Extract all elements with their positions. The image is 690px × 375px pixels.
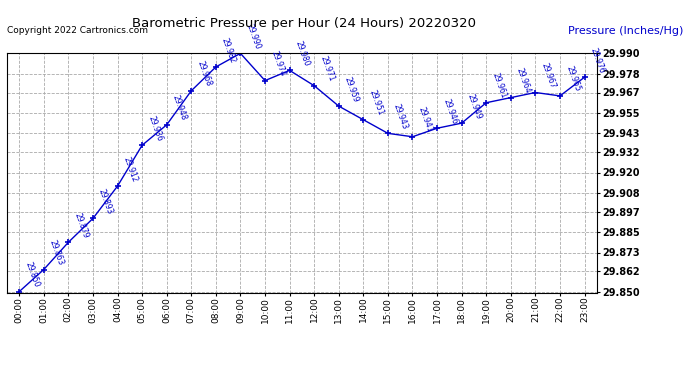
Text: 29.912: 29.912 — [121, 156, 139, 183]
Text: 29.982: 29.982 — [220, 36, 237, 64]
Text: 29.943: 29.943 — [392, 102, 410, 130]
Text: 29.974: 29.974 — [269, 50, 287, 78]
Text: 29.971: 29.971 — [318, 55, 336, 83]
Text: 29.936: 29.936 — [146, 114, 164, 142]
Text: 29.976: 29.976 — [589, 46, 607, 74]
Text: 29.879: 29.879 — [72, 211, 90, 240]
Text: 29.863: 29.863 — [48, 239, 66, 267]
Text: Pressure (Inches/Hg): Pressure (Inches/Hg) — [568, 26, 683, 36]
Text: 29.990: 29.990 — [244, 22, 262, 51]
Text: 29.959: 29.959 — [343, 75, 360, 104]
Text: 29.949: 29.949 — [466, 92, 484, 120]
Text: Barometric Pressure per Hour (24 Hours) 20220320: Barometric Pressure per Hour (24 Hours) … — [132, 17, 475, 30]
Text: 29.941: 29.941 — [417, 106, 434, 134]
Text: Copyright 2022 Cartronics.com: Copyright 2022 Cartronics.com — [7, 26, 148, 35]
Text: 29.850: 29.850 — [23, 261, 41, 289]
Text: 29.951: 29.951 — [368, 89, 385, 117]
Text: 29.980: 29.980 — [294, 40, 311, 68]
Text: 29.893: 29.893 — [97, 188, 115, 216]
Text: 29.961: 29.961 — [491, 72, 508, 100]
Text: 29.946: 29.946 — [441, 98, 459, 126]
Text: 29.968: 29.968 — [195, 60, 213, 88]
Text: 29.948: 29.948 — [171, 94, 188, 122]
Text: 29.967: 29.967 — [540, 62, 557, 90]
Text: 29.964: 29.964 — [515, 67, 533, 95]
Text: 29.965: 29.965 — [564, 65, 582, 93]
